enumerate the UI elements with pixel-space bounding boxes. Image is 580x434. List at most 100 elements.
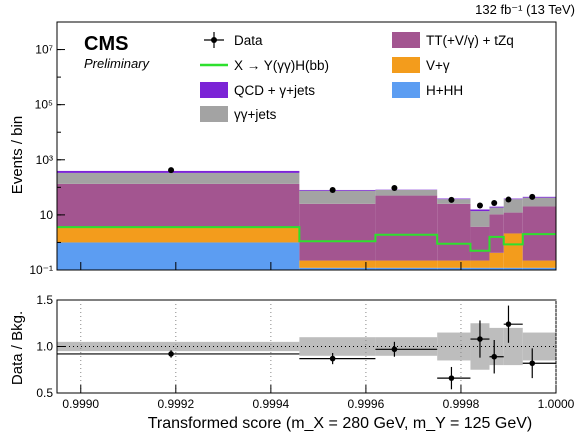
stack-bar-h-hh-1 — [299, 267, 376, 270]
data-point-5 — [491, 200, 498, 207]
x-tick-label-1: 0.9992 — [157, 397, 194, 411]
x-tick-label-3: 0.9996 — [348, 397, 385, 411]
legend-data-marker — [211, 37, 217, 43]
stack-bar--jets-5 — [489, 207, 504, 215]
legend-label-6: H+HH — [426, 83, 463, 98]
ratio-point-1 — [329, 355, 336, 362]
legend-swatch-4 — [392, 32, 420, 48]
legend-item-3: γγ+jets — [200, 106, 277, 122]
stack-bar-v--7 — [522, 260, 556, 268]
bottom-y-axis-label: Data / Bkg. — [9, 311, 26, 385]
stack-bar-tt-v-tzq-5 — [489, 214, 504, 253]
stack-bar-v--1 — [299, 260, 376, 268]
legend-swatch-3 — [200, 106, 228, 122]
status-label: Preliminary — [84, 56, 151, 71]
legend-label-3: γγ+jets — [234, 107, 277, 122]
stack-bar-h-hh-4 — [470, 267, 490, 270]
stack-bar-h-hh-6 — [503, 267, 523, 270]
data-point-0 — [168, 167, 175, 174]
stack-bar-v--6 — [503, 233, 523, 268]
legend-item-0: Data — [204, 32, 263, 48]
legend-item-4: TT(+V/γ) + tZq — [392, 32, 514, 48]
top-y-axis-label: Events / bin — [9, 116, 26, 194]
ratio-point-3 — [448, 375, 455, 381]
top-y-tick-label-1: 10 — [40, 208, 54, 222]
stack-bar-v--0 — [57, 227, 300, 243]
legend-item-2: QCD + γ+jets — [200, 82, 315, 98]
legend: Data X → Y(γγ)H(bb) QCD + γ+jets γγ+jets TT(… — [200, 32, 514, 122]
ratio-point-4 — [477, 336, 483, 342]
stack-bar-v--5 — [489, 252, 504, 268]
stack-bar-v--3 — [437, 260, 471, 268]
legend-label-5: V+γ — [426, 58, 450, 73]
data-point-2 — [391, 184, 398, 191]
unc-band-7 — [522, 332, 556, 361]
legend-swatch-2 — [200, 82, 228, 98]
stack-bar-tt-v-tzq-2 — [375, 195, 438, 261]
top-y-tick-label-2: 10³ — [36, 153, 53, 167]
x-axis-label: Transformed score (m_X = 280 GeV, m_Y = … — [148, 415, 532, 432]
top-y-tick-label-4: 10⁷ — [35, 43, 53, 57]
ratio-point-5 — [491, 353, 498, 360]
legend-label-0: Data — [234, 33, 263, 48]
legend-label-2: QCD + γ+jets — [234, 83, 315, 98]
stack-bar-qcd-jets-7 — [522, 196, 556, 198]
stack-bar-qcd-jets-0 — [57, 170, 300, 173]
experiment-label: CMS — [84, 33, 128, 55]
x-tick-label-4: 0.9998 — [443, 397, 480, 411]
ratio-point-0 — [168, 351, 174, 357]
legend-swatch-6 — [392, 82, 420, 98]
data-point-7 — [529, 193, 536, 200]
data-point-1 — [329, 187, 336, 194]
stack-bar--jets-4 — [470, 211, 490, 227]
stack-bar-v--2 — [375, 260, 438, 268]
lumi-label: 132 fb⁻¹ (13 TeV) — [475, 2, 575, 17]
legend-item-6: H+HH — [392, 82, 463, 98]
x-tick-label-2: 0.9994 — [253, 397, 290, 411]
stack-bar--jets-2 — [375, 189, 438, 196]
x-tick-label-0: 0.9990 — [62, 397, 99, 411]
legend-item-5: V+γ — [392, 57, 450, 73]
main-panel: 10⁻¹ 10 10³ 10⁵ 10⁷ — [29, 21, 557, 277]
bottom-y-tick-label-1: 1.0 — [36, 340, 53, 354]
legend-label-1: X → Y(γγ)H(bb) — [234, 58, 329, 73]
stack-bar-qcd-jets-6 — [503, 198, 523, 200]
stack-bar-tt-v-tzq-6 — [503, 212, 523, 234]
unc-band-0 — [57, 341, 300, 352]
top-y-tick-label-3: 10⁵ — [35, 98, 53, 112]
bottom-y-tick-label-2: 1.5 — [36, 293, 53, 307]
stack-bar--jets-0 — [57, 172, 300, 184]
ratio-point-7 — [529, 360, 536, 367]
top-frame — [56, 21, 557, 271]
stack-bar-h-hh-2 — [375, 267, 438, 270]
legend-item-1: X → Y(γγ)H(bb) — [200, 58, 329, 73]
data-point-6 — [505, 196, 512, 203]
stack-bar--jets-1 — [299, 190, 376, 204]
ratio-point-2 — [391, 346, 398, 353]
bottom-y-tick-label-0: 0.5 — [36, 386, 53, 400]
top-y-tick-label-0: 10⁻¹ — [29, 263, 53, 277]
stack-bar-h-hh-0 — [57, 242, 300, 270]
stack-bar--jets-7 — [522, 197, 556, 207]
ratio-panel: 0.5 1.0 1.5 0.9990 0.9992 0.9994 0.9996 0.9998 1… — [36, 293, 574, 411]
stack-bar-qcd-jets-4 — [470, 209, 490, 212]
x-tick-label-5: 1.0000 — [538, 397, 575, 411]
ratio-point-6 — [505, 321, 512, 327]
unc-band-2 — [375, 337, 438, 356]
data-point-3 — [448, 196, 455, 203]
stack-bar-h-hh-3 — [437, 267, 471, 270]
legend-swatch-5 — [392, 57, 420, 73]
stack-bar-qcd-jets-5 — [489, 206, 504, 208]
stack-bar-qcd-jets-1 — [299, 189, 376, 191]
stack-bar-tt-v-tzq-1 — [299, 203, 376, 261]
stack-bar-v--4 — [470, 260, 490, 268]
signal-line — [57, 226, 556, 252]
stack-bar-h-hh-7 — [522, 267, 556, 270]
legend-label-4: TT(+V/γ) + tZq — [426, 33, 514, 48]
stack-bar-tt-v-tzq-4 — [470, 226, 490, 261]
stack-bar-tt-v-tzq-3 — [437, 203, 471, 261]
stack-bar-tt-v-tzq-0 — [57, 183, 300, 228]
stack-bar-h-hh-5 — [489, 267, 504, 270]
data-point-4 — [476, 202, 483, 209]
